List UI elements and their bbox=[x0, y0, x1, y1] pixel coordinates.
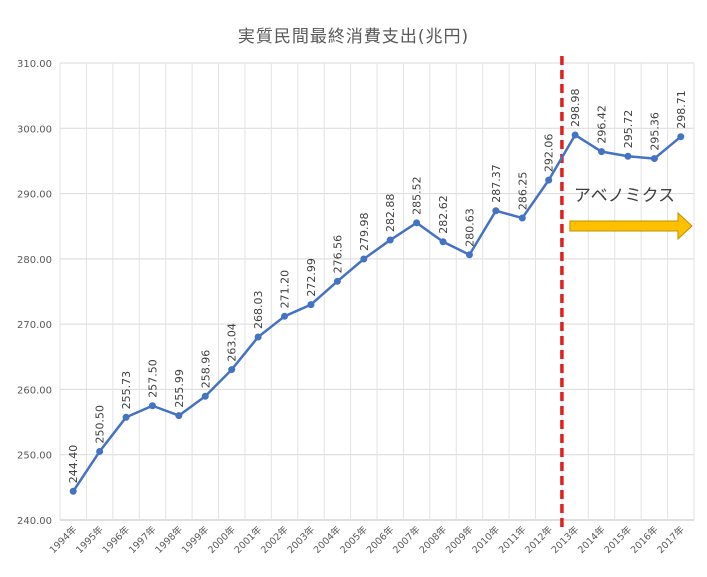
data-label: 258.96 bbox=[199, 350, 212, 389]
data-point bbox=[175, 412, 183, 420]
data-point bbox=[624, 152, 632, 160]
data-label: 287.37 bbox=[490, 164, 503, 203]
x-tick-label: 2013年 bbox=[549, 523, 582, 556]
data-label: 282.62 bbox=[437, 195, 450, 234]
x-tick-label: 2012年 bbox=[523, 523, 556, 556]
x-tick-label: 2008年 bbox=[417, 523, 450, 556]
chart-title: 実質民間最終消費支出(兆円) bbox=[237, 27, 470, 47]
y-tick-label: 260.00 bbox=[17, 385, 52, 396]
data-label: 250.50 bbox=[94, 405, 107, 444]
grid bbox=[59, 62, 695, 521]
x-tick-label: 2007年 bbox=[390, 523, 423, 556]
x-tick-label: 2003年 bbox=[285, 523, 318, 556]
data-label: 268.03 bbox=[252, 291, 265, 330]
data-point bbox=[598, 148, 606, 156]
data-point bbox=[650, 155, 658, 163]
y-tick-label: 290.00 bbox=[17, 190, 52, 201]
x-tick-label: 2006年 bbox=[364, 523, 397, 556]
data-point bbox=[677, 133, 685, 141]
data-point bbox=[333, 277, 341, 285]
y-tick-label: 250.00 bbox=[17, 451, 52, 462]
data-label: 298.98 bbox=[569, 88, 582, 127]
x-tick-label: 2002年 bbox=[258, 523, 291, 556]
data-point bbox=[465, 251, 473, 259]
data-label: 295.36 bbox=[648, 112, 661, 151]
series-points bbox=[69, 131, 685, 495]
x-tick-label: 2014年 bbox=[575, 523, 608, 556]
series-polyline bbox=[72, 133, 682, 492]
y-tick-label: 310.00 bbox=[17, 59, 52, 70]
data-label: 276.56 bbox=[331, 235, 344, 274]
data-label: 244.40 bbox=[67, 445, 80, 484]
data-point bbox=[413, 219, 421, 227]
arrow-shape bbox=[569, 211, 693, 241]
x-tick-label: 2015年 bbox=[602, 523, 635, 556]
x-tick-label: 2010年 bbox=[470, 523, 503, 556]
x-tick-label: 2011年 bbox=[496, 523, 529, 556]
x-tick-label: 1994年 bbox=[47, 523, 80, 556]
data-label: 279.98 bbox=[358, 212, 371, 251]
x-tick-label: 1995年 bbox=[73, 523, 106, 556]
x-tick-label: 2009年 bbox=[443, 523, 476, 556]
x-tick-label: 2001年 bbox=[232, 523, 265, 556]
x-tick-label: 2017年 bbox=[655, 523, 688, 556]
x-tick-label: 2016年 bbox=[628, 523, 661, 556]
data-label: 280.63 bbox=[463, 208, 476, 247]
x-tick-label: 2005年 bbox=[338, 523, 371, 556]
data-point bbox=[228, 366, 236, 374]
y-tick-label: 240.00 bbox=[17, 516, 52, 527]
x-tick-label: 1997年 bbox=[126, 523, 159, 556]
data-label: 263.04 bbox=[226, 323, 239, 362]
x-tick-label: 1998年 bbox=[153, 523, 186, 556]
data-label: 257.50 bbox=[146, 359, 159, 398]
x-tick-label: 2000年 bbox=[206, 523, 239, 556]
y-tick-label: 300.00 bbox=[17, 124, 52, 135]
data-point bbox=[69, 487, 77, 495]
data-label: 296.42 bbox=[596, 105, 609, 144]
data-point bbox=[386, 236, 394, 244]
data-label: 271.20 bbox=[279, 270, 292, 309]
data-label: 285.52 bbox=[411, 176, 424, 215]
series-line bbox=[72, 133, 682, 492]
y-tick-label: 280.00 bbox=[17, 255, 52, 266]
data-point bbox=[571, 131, 579, 139]
data-point bbox=[360, 255, 368, 263]
data-label: 295.72 bbox=[622, 110, 635, 149]
data-point bbox=[281, 312, 289, 320]
abenomics-annotation: アベノミクス bbox=[560, 56, 693, 530]
data-point bbox=[545, 176, 553, 184]
x-tick-label: 2004年 bbox=[311, 523, 344, 556]
x-tick-label: 1999年 bbox=[179, 523, 212, 556]
data-label: 286.25 bbox=[516, 172, 529, 211]
data-label: 298.71 bbox=[675, 90, 688, 129]
data-label: 292.06 bbox=[543, 134, 556, 173]
data-point bbox=[307, 301, 315, 309]
data-point bbox=[148, 402, 156, 410]
data-labels: 244.40 250.50 255.73 257.50 255.99 258.96 263.… bbox=[67, 88, 688, 483]
data-label: 272.99 bbox=[305, 258, 318, 297]
data-point bbox=[201, 392, 209, 400]
data-point bbox=[96, 447, 104, 455]
y-axis: 240.00 250.00 260.00 270.00 280.00 290.00 300.… bbox=[17, 59, 52, 527]
annotation-label: アベノミクス bbox=[574, 186, 675, 206]
data-label: 255.73 bbox=[120, 371, 133, 410]
data-point bbox=[439, 238, 447, 246]
data-point bbox=[518, 214, 526, 222]
data-label: 255.99 bbox=[173, 369, 186, 408]
data-point bbox=[122, 413, 130, 421]
x-tick-label: 1996年 bbox=[100, 523, 133, 556]
y-tick-label: 270.00 bbox=[17, 320, 52, 331]
data-point bbox=[492, 207, 500, 215]
data-label: 282.88 bbox=[384, 194, 397, 233]
x-axis: 1994年1995年1996年1997年1998年1999年2000年2001年… bbox=[47, 523, 687, 556]
data-point bbox=[254, 333, 262, 341]
